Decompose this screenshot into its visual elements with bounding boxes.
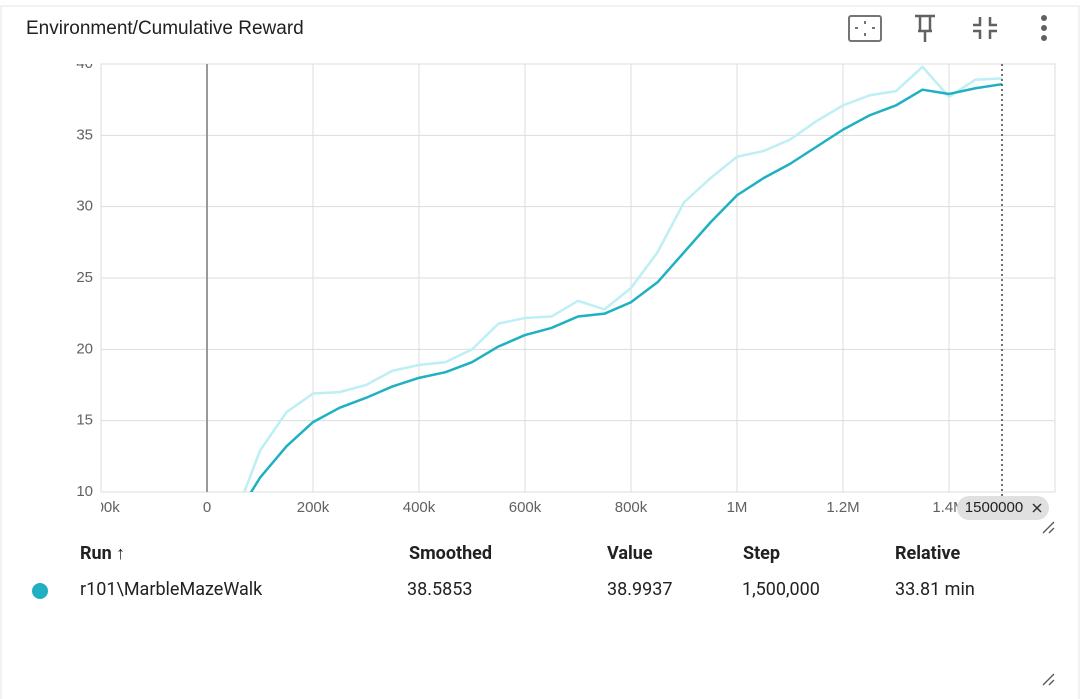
y-tick-label: 15	[76, 412, 93, 429]
x-axis: -200k 0 200k 400k 600k 800k 1M 1.2M 1.4M	[82, 499, 966, 516]
x-tick-label: 800k	[615, 499, 648, 516]
fit-icon[interactable]	[848, 15, 882, 42]
cell: 38.5853	[407, 579, 473, 600]
column-header[interactable]: Smoothed	[409, 543, 493, 564]
x-tick-label: 0	[203, 499, 211, 516]
y-tick-label: 30	[76, 198, 93, 215]
x-tick-label: -200k	[82, 499, 120, 516]
cell: r101\MarbleMazeWalk	[80, 579, 263, 600]
y-tick-label: 40	[76, 55, 93, 72]
cursor-badge	[957, 496, 1049, 520]
cursor: 1500000	[957, 64, 1049, 520]
y-axis: 10 15 20 25 30 35 40	[76, 55, 93, 500]
run-color	[32, 583, 48, 599]
cell: 33.81 min	[895, 579, 975, 600]
line	[249, 82, 1003, 492]
resize-grip[interactable]	[1042, 673, 1055, 686]
lines	[242, 65, 1003, 492]
cell: 1,500,000	[742, 579, 820, 600]
column-header[interactable]: Run ↑	[80, 543, 126, 564]
x-tick-label: 1M	[727, 499, 748, 516]
x-tick-label: 200k	[297, 499, 330, 516]
y-tick-label: 35	[76, 126, 93, 143]
card	[0, 5, 1080, 699]
column-header[interactable]: Step	[743, 543, 781, 564]
y-tick-label: 20	[76, 340, 93, 357]
chart-title: Environment/Cumulative Reward	[26, 18, 304, 39]
resize-grip[interactable]	[1042, 521, 1055, 534]
line	[242, 65, 1003, 492]
y-tick-label: 10	[76, 483, 93, 500]
cursor-label: 1500000	[965, 499, 1023, 516]
collapse-icon[interactable]	[973, 17, 997, 39]
x-tick-label: 600k	[509, 499, 542, 516]
pin-icon[interactable]	[915, 14, 935, 42]
x-tick-label: 400k	[403, 499, 436, 516]
cursor-close[interactable]	[1032, 503, 1042, 513]
column-header[interactable]: Value	[607, 543, 653, 564]
x-tick-label: 1.4M	[932, 499, 965, 516]
column-header[interactable]: Relative	[895, 543, 961, 564]
more-icon[interactable]	[1041, 15, 1047, 41]
x-tick-label: 1.2M	[826, 499, 859, 516]
grid	[100, 63, 1055, 493]
cell: 38.9937	[607, 579, 673, 600]
y-tick-label: 25	[76, 269, 93, 286]
